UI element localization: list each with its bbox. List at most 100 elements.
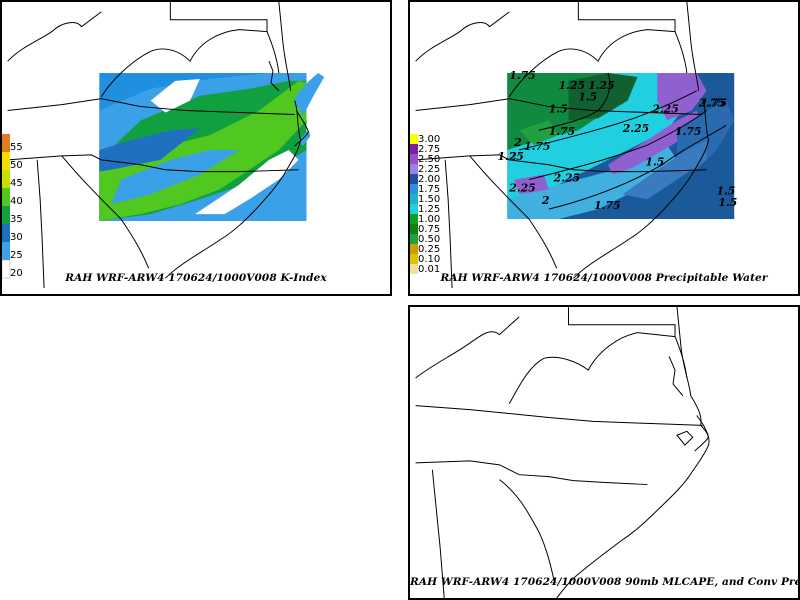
k-index-boundaries	[7, 2, 309, 289]
cb-swatch-20	[2, 259, 11, 279]
pwat-swatch-12	[410, 244, 418, 254]
pwat-swatch-11	[410, 234, 418, 244]
pwat-swatch-14	[410, 264, 418, 274]
pwat-cb-label-10: 0.75	[418, 224, 441, 235]
pwat-swatch-7	[410, 194, 418, 204]
pwat-cb-label-4: 2.25	[418, 164, 441, 175]
pwat-label-11: 2	[508, 150, 517, 163]
cb-swatch-25	[2, 242, 10, 260]
pwat-green-patch	[519, 120, 559, 146]
pwat-contour-3	[548, 124, 727, 210]
pwat-label-19: 1.5	[718, 196, 737, 209]
cb-label-50: 50	[10, 160, 23, 171]
pwat-label-13: 1.25	[497, 150, 523, 163]
mlcape-panel: RAH WRF-ARW4 170624/1000V008 90mb MLCAPE…	[408, 305, 800, 600]
pwat-label-10: 2	[513, 136, 522, 149]
pamlico-sound	[694, 415, 710, 452]
state-line-sc-ga	[499, 479, 556, 584]
mlcape-caption: RAH WRF-ARW4 170624/1000V008 90mb MLCAPE…	[410, 576, 800, 588]
state-line-va-nc	[7, 98, 295, 115]
pwat-purple-west	[514, 174, 549, 195]
pwat-swatch-9	[410, 214, 418, 224]
pwat-label-22: 2	[541, 194, 550, 207]
pwat-field	[507, 73, 735, 220]
pwat-label-18: 1.5	[716, 184, 735, 197]
coast-de	[278, 2, 292, 91]
k-index-field	[99, 73, 325, 222]
pwat-label-4: 1.5	[549, 102, 568, 115]
pwat-contour-labels: 1.75 1.5 1.25 1.5 2.25 2.75 1.75 2.25 1.…	[497, 69, 737, 212]
state-line-sc-ga	[61, 155, 150, 269]
pwat-label-6: 2.75	[698, 97, 725, 110]
mlcape-map	[415, 307, 710, 598]
pwat-label-17: 1.75	[594, 199, 620, 212]
pwat-contour-1	[519, 90, 697, 151]
pwat-purple-north	[657, 73, 707, 121]
state-line-nc-sc	[7, 154, 299, 173]
pwat-label-7: 1.75	[549, 125, 575, 138]
cb-label-40: 40	[10, 196, 23, 207]
pwat-cb-label-1: 3.00	[418, 134, 441, 145]
precipitable-water-map: 1.75 1.5 1.25 1.5 2.25 2.75 1.75 2.25 1.…	[415, 2, 737, 289]
coast-de	[676, 307, 692, 396]
pwat-label-3: 1.25	[588, 79, 614, 92]
k-index-caption: RAH WRF-ARW4 170624/1000V008 K-Index	[65, 272, 327, 284]
state-line-nc-sc	[415, 460, 648, 486]
k-index-map	[7, 2, 325, 289]
state-line-sc-ga	[469, 155, 558, 269]
cb-label-30: 30	[10, 232, 23, 243]
pwat-swatch-3	[410, 154, 418, 164]
cb-swatch-40	[2, 188, 10, 206]
field-white-band	[195, 149, 299, 215]
state-line-md	[169, 2, 280, 74]
state-line-md	[577, 2, 688, 74]
pwat-swatch-5	[410, 174, 418, 184]
state-line-ga-al	[36, 159, 45, 289]
k-index-panel: 55 50 45 40 35 30 25 20 RAH WRF-ARW4 170…	[0, 0, 392, 296]
cb-label-25: 25	[10, 250, 23, 261]
cb-swatch-35	[2, 206, 10, 224]
pwat-cb-label-14: 0.01	[418, 264, 441, 275]
pwat-label-2: 1.5	[578, 91, 597, 104]
cb-swatch-50	[2, 152, 10, 170]
pwat-label-20: 1.75	[701, 97, 727, 110]
pwat-label-8: 2.25	[622, 122, 649, 135]
state-line-wv	[100, 29, 268, 97]
pwat-cb-label-12: 0.25	[418, 244, 441, 255]
field-blue-band-2	[111, 149, 240, 205]
cb-label-45: 45	[10, 178, 23, 189]
chesapeake-bay	[668, 356, 684, 397]
state-line-md	[567, 307, 688, 379]
pwat-cb-label-13: 0.10	[418, 254, 441, 265]
chesapeake-bay	[268, 61, 280, 92]
cb-label-35: 35	[10, 214, 23, 225]
pwat-colorbar-swatches	[410, 134, 418, 274]
k-index-colorbar: 55 50 45 40 35 30 25 20	[2, 134, 24, 284]
field-offshore-blue	[293, 73, 325, 116]
pwat-cb-label-5: 2.00	[418, 174, 441, 185]
pamlico-sound	[294, 110, 309, 147]
mlcape-boundaries	[415, 307, 710, 598]
pwat-swatch-6	[410, 184, 418, 194]
albemarle-sound	[676, 430, 694, 446]
pwat-label-16: 2.25	[508, 181, 535, 194]
pwat-boundaries	[415, 2, 710, 289]
cb-label-55: 55	[10, 142, 23, 153]
state-line-ky	[415, 11, 510, 62]
pwat-lightblue	[507, 145, 677, 220]
cb-swatch-30	[2, 224, 10, 242]
pwat-swatch-1	[410, 134, 418, 144]
state-line-wv	[508, 29, 676, 97]
pwat-cb-label-3: 2.50	[418, 154, 441, 165]
pwat-purple-band	[607, 110, 702, 175]
pwat-label-5: 2.25	[651, 102, 678, 115]
pwat-label-21: 1.25	[559, 79, 585, 92]
state-line-nc-sc	[415, 154, 707, 173]
pwat-darkgreen	[568, 73, 638, 121]
pwat-label-12: 1.75	[524, 140, 550, 153]
state-line-va-nc	[415, 98, 703, 115]
pwat-label-14: 2.25	[553, 172, 580, 185]
coastline-sc	[573, 238, 630, 279]
state-line-ga-al	[444, 159, 453, 289]
pwat-swatch-13	[410, 254, 418, 264]
